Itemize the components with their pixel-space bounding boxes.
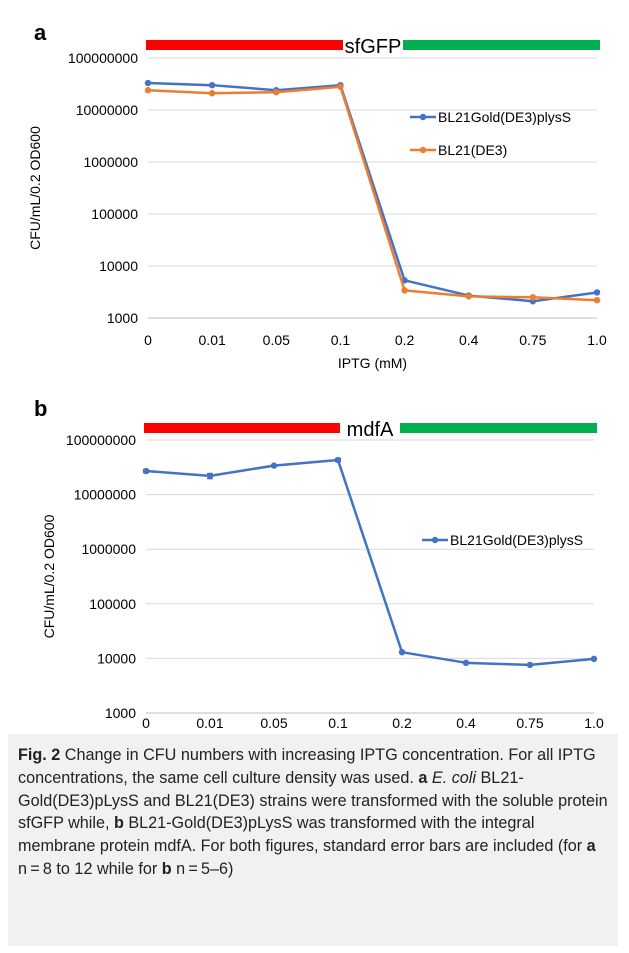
data-point — [462, 659, 470, 667]
legend-label: BL21Gold(DE3)plysS — [438, 109, 571, 125]
y-tick-label: 100000 — [89, 596, 136, 612]
caption-text-5: n = 5–6) — [171, 859, 234, 878]
legend-label: BL21Gold(DE3)plysS — [450, 532, 583, 548]
caption-ref-a-2: a — [586, 837, 596, 856]
data-point — [401, 287, 408, 294]
series-line — [147, 81, 598, 303]
x-tick-label: 0.01 — [199, 332, 226, 348]
panel-letter: b — [34, 396, 47, 421]
x-tick-label: 0.2 — [392, 715, 412, 730]
data-point — [142, 467, 150, 475]
caption-species: E. coli — [431, 768, 477, 787]
y-tick-label: 10000 — [99, 258, 138, 274]
x-tick-label: 0.05 — [260, 715, 287, 730]
banner-label: sfGFP — [345, 36, 402, 58]
y-tick-label: 1000000 — [81, 541, 136, 557]
y-axis-label: CFU/mL/0.2 OD600 — [27, 126, 43, 250]
data-point — [208, 81, 216, 89]
x-tick-label: 0.1 — [328, 715, 348, 730]
y-tick-label: 100000 — [91, 206, 138, 222]
caption-text-4: n = 8 to 12 while for — [18, 859, 162, 878]
data-point — [529, 294, 537, 301]
data-point — [398, 648, 406, 656]
y-tick-label: 1000000 — [83, 154, 138, 170]
green-induction-bar — [400, 423, 597, 433]
x-tick-label: 0.4 — [456, 715, 476, 730]
x-tick-label: 0.75 — [516, 715, 543, 730]
data-point — [206, 472, 214, 480]
data-point — [465, 293, 472, 300]
data-point — [208, 90, 216, 97]
red-induction-bar — [144, 423, 340, 433]
data-point — [337, 83, 344, 90]
x-tick-label: 0.05 — [263, 332, 290, 348]
series-line — [145, 458, 595, 667]
y-tick-label: 10000 — [97, 650, 136, 666]
y-tick-label: 100000000 — [68, 50, 138, 66]
data-point — [144, 87, 152, 94]
x-tick-label: 1.0 — [587, 332, 607, 348]
x-tick-label: 0 — [142, 715, 150, 730]
legend-label: BL21(DE3) — [438, 142, 507, 158]
y-tick-label: 1000 — [107, 310, 138, 326]
caption-fig-label: Fig. 2 — [18, 746, 61, 764]
data-point — [273, 88, 280, 96]
red-induction-bar — [146, 40, 343, 50]
data-point — [593, 296, 601, 304]
data-point — [334, 456, 342, 464]
x-tick-label: 0.4 — [459, 332, 479, 348]
caption-ref-b-2: b — [161, 859, 172, 878]
data-point — [526, 661, 534, 669]
chart-panel-b: b 1000 10000 100000 1000000 10000000 100000000… — [34, 396, 604, 730]
caption-text-1: Change in CFU numbers with increasing IP… — [18, 746, 596, 787]
figure-caption: Fig. 2 Change in CFU numbers with increa… — [8, 734, 618, 946]
banner-label: mdfA — [347, 419, 394, 441]
legend-swatch-marker — [419, 113, 427, 121]
x-axis-label: IPTG (mM) — [338, 355, 407, 371]
data-point — [270, 462, 278, 469]
caption-text-3: BL21-Gold(DE3)pLysS was transformed with… — [18, 814, 587, 856]
caption-ref-b: b — [113, 814, 124, 833]
y-axis-label: CFU/mL/0.2 OD600 — [41, 514, 57, 638]
x-tick-label: 0.2 — [395, 332, 415, 348]
caption-text-2: BL21-Gold(DE3)pLysS and BL21(DE3) strain… — [18, 768, 608, 833]
panel-letter: a — [34, 20, 47, 45]
caption-ref-a: a — [418, 768, 428, 787]
x-tick-label: 0.01 — [196, 715, 223, 730]
data-point — [144, 79, 152, 87]
y-tick-label: 100000000 — [66, 432, 136, 448]
y-tick-label: 10000000 — [76, 102, 139, 118]
green-induction-bar — [403, 40, 600, 50]
series-line — [147, 85, 598, 302]
chart-panel-a: a 1000 10000 100000 1000000 10000000 100000000… — [27, 20, 607, 371]
y-tick-label: 10000000 — [74, 487, 137, 503]
x-tick-label: 0 — [144, 332, 152, 348]
data-point — [593, 289, 601, 296]
y-tick-label: 1000 — [105, 705, 136, 721]
x-tick-label: 0.75 — [519, 332, 546, 348]
data-point — [590, 655, 598, 663]
legend-swatch-marker — [431, 536, 439, 544]
legend-swatch-marker — [419, 146, 427, 154]
x-tick-label: 1.0 — [584, 715, 604, 730]
x-tick-label: 0.1 — [331, 332, 351, 348]
